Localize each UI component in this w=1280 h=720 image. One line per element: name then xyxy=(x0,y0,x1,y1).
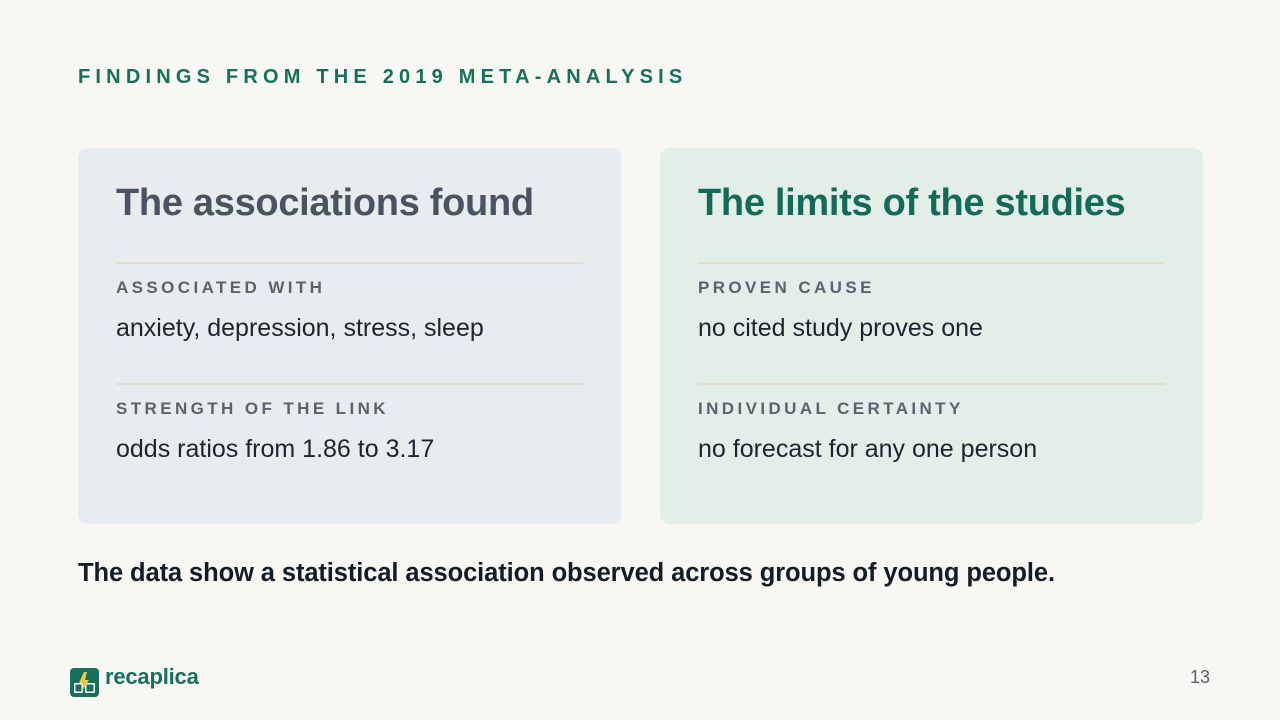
proven-cause-value: no cited study proves one xyxy=(698,314,983,342)
proven-cause-label: PROVEN CAUSE xyxy=(698,278,875,297)
limits-card: The limits of the studies PROVEN CAUSE n… xyxy=(660,148,1203,524)
divider xyxy=(698,262,1165,264)
link-strength-section: STRENGTH OF THE LINK odds ratios from 1.… xyxy=(116,385,583,504)
divider xyxy=(116,262,583,264)
slide-conclusion: The data show a statistical association … xyxy=(78,559,1055,587)
divider xyxy=(116,383,583,385)
proven-cause-section: PROVEN CAUSE no cited study proves one xyxy=(698,264,1165,383)
page-number: 13 xyxy=(1189,667,1210,687)
individual-certainty-label: INDIVIDUAL CERTAINTY xyxy=(698,399,964,418)
associations-card: The associations found ASSOCIATED WITH a… xyxy=(78,148,621,524)
link-strength-value: odds ratios from 1.86 to 3.17 xyxy=(116,435,435,463)
associated-with-section: ASSOCIATED WITH anxiety, depression, str… xyxy=(116,264,583,383)
limits-card-title: The limits of the studies xyxy=(698,182,1126,224)
link-strength-label: STRENGTH OF THE LINK xyxy=(116,399,389,418)
associated-with-value: anxiety, depression, stress, sleep xyxy=(116,314,484,342)
slide-eyebrow: FINDINGS FROM THE 2019 META-ANALYSIS xyxy=(78,66,688,88)
brand-name: recaplica xyxy=(105,663,199,689)
brand-logo: recaplica xyxy=(70,663,199,698)
individual-certainty-section: INDIVIDUAL CERTAINTY no forecast for any… xyxy=(698,385,1165,504)
recaplica-logo-icon xyxy=(70,667,99,697)
associated-with-label: ASSOCIATED WITH xyxy=(116,278,326,297)
individual-certainty-value: no forecast for any one person xyxy=(698,435,1038,463)
associations-card-title: The associations found xyxy=(116,182,534,224)
divider xyxy=(698,383,1165,385)
